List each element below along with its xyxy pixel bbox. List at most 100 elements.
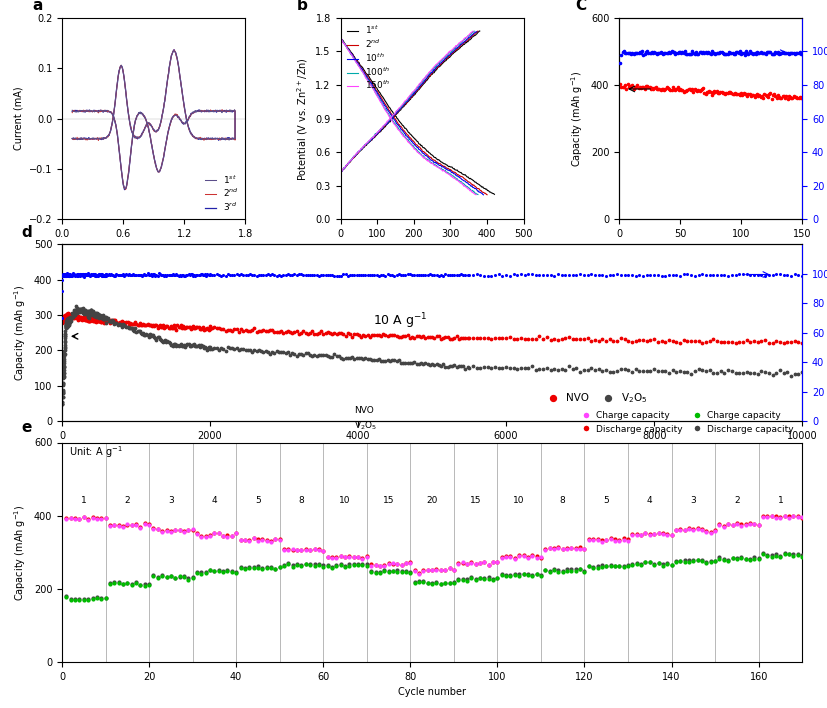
Point bbox=[92, 314, 105, 325]
Point bbox=[198, 342, 211, 353]
Point bbox=[58, 269, 71, 280]
Point bbox=[96, 269, 109, 280]
Point bbox=[461, 361, 474, 372]
Point bbox=[390, 356, 404, 367]
Point bbox=[232, 326, 246, 338]
Point bbox=[356, 558, 369, 569]
Point bbox=[59, 312, 72, 323]
Point bbox=[330, 328, 343, 339]
Point bbox=[61, 269, 74, 280]
Point bbox=[186, 524, 199, 535]
Point bbox=[235, 324, 248, 335]
Point bbox=[61, 318, 74, 329]
Y-axis label: Capacity (mAh g$^{-1}$): Capacity (mAh g$^{-1}$) bbox=[570, 70, 586, 167]
Point bbox=[61, 309, 74, 320]
Point bbox=[63, 270, 76, 282]
Point bbox=[425, 270, 438, 281]
Point bbox=[59, 270, 72, 282]
Point bbox=[582, 534, 595, 545]
Text: NVO: NVO bbox=[355, 406, 374, 415]
Point bbox=[317, 269, 330, 280]
Point bbox=[670, 367, 683, 378]
Point bbox=[115, 316, 128, 327]
Point bbox=[179, 340, 193, 351]
Point bbox=[94, 513, 108, 525]
Point bbox=[56, 314, 69, 326]
Point bbox=[682, 49, 696, 60]
Point bbox=[330, 559, 343, 571]
Point bbox=[461, 573, 474, 585]
Point bbox=[57, 314, 70, 325]
Point bbox=[729, 269, 742, 280]
Point bbox=[104, 314, 117, 326]
Point bbox=[342, 560, 356, 571]
Point bbox=[295, 559, 308, 570]
Point bbox=[716, 47, 729, 59]
Point bbox=[170, 340, 183, 351]
Point bbox=[84, 270, 97, 282]
Point bbox=[771, 90, 784, 101]
Point bbox=[196, 270, 209, 281]
Point bbox=[117, 268, 130, 280]
Point bbox=[68, 269, 81, 280]
Point bbox=[701, 86, 715, 97]
Point bbox=[83, 315, 96, 326]
Text: 15: 15 bbox=[470, 496, 481, 505]
Point bbox=[573, 564, 586, 575]
Point bbox=[754, 46, 767, 57]
1$^{st}$ bbox=[120, 185, 130, 193]
Point bbox=[172, 341, 185, 352]
Point bbox=[423, 360, 437, 371]
Point bbox=[163, 269, 176, 280]
Point bbox=[161, 270, 174, 281]
Point bbox=[57, 371, 70, 382]
Point bbox=[60, 269, 73, 280]
Point bbox=[750, 47, 763, 58]
Point bbox=[73, 314, 86, 325]
Point bbox=[696, 364, 709, 375]
Point bbox=[632, 83, 645, 94]
Point bbox=[395, 566, 409, 578]
Point bbox=[650, 84, 663, 95]
Point bbox=[81, 309, 94, 321]
Point bbox=[785, 47, 798, 59]
Point bbox=[127, 319, 140, 330]
2$^{nd}$ bbox=[125, 120, 135, 128]
Point bbox=[740, 366, 753, 377]
Point bbox=[592, 363, 605, 375]
Point bbox=[725, 269, 739, 280]
Point bbox=[700, 556, 713, 568]
Point bbox=[544, 270, 557, 281]
Point bbox=[688, 365, 701, 377]
Point bbox=[622, 81, 635, 93]
Point bbox=[778, 92, 791, 103]
Point bbox=[559, 364, 572, 375]
Point bbox=[652, 47, 665, 59]
Point bbox=[617, 534, 630, 545]
Point bbox=[138, 518, 151, 529]
Point bbox=[86, 309, 99, 320]
Point bbox=[178, 339, 191, 350]
Point bbox=[408, 270, 421, 281]
Point bbox=[97, 269, 110, 280]
Point bbox=[76, 305, 89, 316]
Point bbox=[87, 309, 100, 321]
Point bbox=[461, 559, 474, 570]
Point bbox=[392, 268, 405, 280]
Point bbox=[114, 319, 127, 331]
Point bbox=[721, 364, 734, 375]
Point bbox=[57, 270, 70, 282]
Point bbox=[543, 566, 557, 577]
Point bbox=[446, 270, 459, 281]
Point bbox=[56, 379, 69, 391]
Point bbox=[726, 47, 739, 59]
Point bbox=[107, 269, 120, 280]
Point bbox=[92, 269, 105, 280]
Point bbox=[96, 313, 109, 324]
Point bbox=[749, 49, 762, 60]
Point bbox=[788, 48, 801, 59]
Point bbox=[500, 569, 513, 581]
Point bbox=[179, 321, 193, 333]
Point bbox=[425, 564, 438, 576]
Point bbox=[173, 571, 186, 583]
